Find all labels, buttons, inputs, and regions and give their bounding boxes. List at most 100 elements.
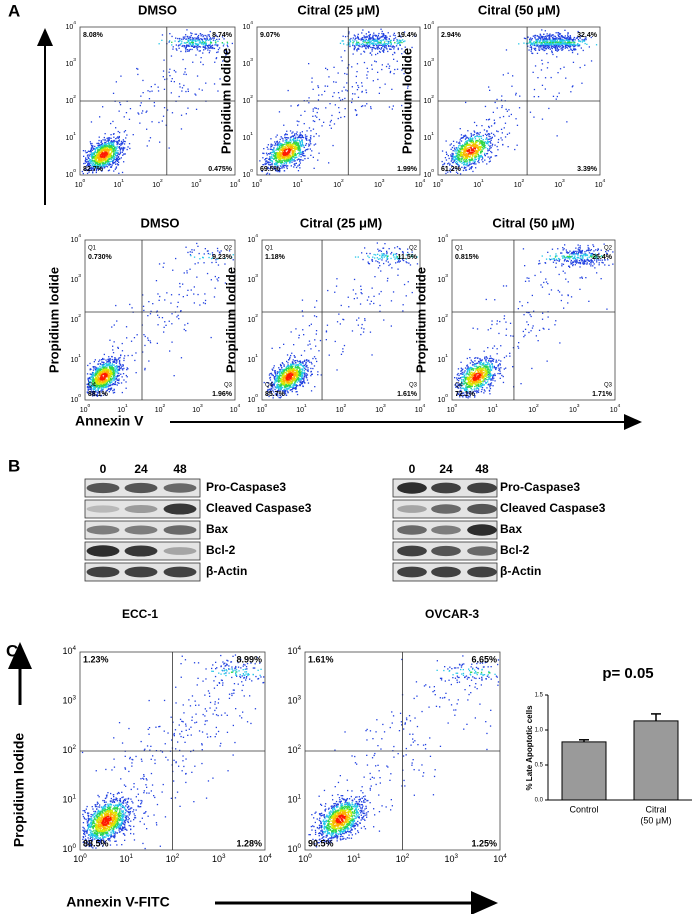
event-dot xyxy=(87,173,88,174)
event-dot xyxy=(113,362,114,363)
event-dot xyxy=(358,42,359,43)
event-dot xyxy=(110,166,111,167)
tick-base: 10 xyxy=(242,61,250,68)
event-dot xyxy=(488,139,489,140)
event-dot xyxy=(89,163,90,164)
event-dot xyxy=(401,42,402,43)
event-dot xyxy=(181,128,182,129)
event-dot xyxy=(489,146,490,147)
event-dot xyxy=(192,252,193,253)
event-dot xyxy=(465,167,466,168)
event-dot xyxy=(370,52,371,53)
event-dot xyxy=(306,139,307,140)
event-dot xyxy=(531,48,532,49)
event-dot xyxy=(484,129,485,130)
event-dot xyxy=(201,57,202,58)
event-dot xyxy=(294,133,295,134)
tick-label: 101 xyxy=(423,131,434,142)
event-dot xyxy=(150,137,151,138)
event-dot xyxy=(577,43,578,44)
event-dot xyxy=(221,250,222,251)
event-dot xyxy=(185,330,186,331)
event-dot xyxy=(87,154,88,155)
event-dot xyxy=(279,148,280,149)
event-dot xyxy=(530,112,531,113)
event-dot xyxy=(351,102,352,103)
event-dot xyxy=(300,159,301,160)
event-dot xyxy=(358,48,359,49)
event-dot xyxy=(358,34,359,35)
event-dot xyxy=(302,131,303,132)
event-dot xyxy=(547,62,548,63)
event-dot xyxy=(321,94,322,95)
event-dot xyxy=(108,385,109,386)
event-dot xyxy=(394,33,395,34)
event-dot xyxy=(199,253,200,254)
event-dot xyxy=(120,355,121,356)
event-dot xyxy=(262,157,263,158)
event-dot xyxy=(124,355,125,356)
event-dot xyxy=(506,49,507,50)
event-dot xyxy=(573,62,574,63)
event-dot xyxy=(270,138,271,139)
event-dot xyxy=(147,90,148,91)
event-dot xyxy=(487,148,488,149)
event-dot xyxy=(456,147,457,148)
event-dot xyxy=(457,162,458,163)
event-dot xyxy=(115,164,116,165)
event-dot xyxy=(529,39,530,40)
event-dot xyxy=(111,161,112,162)
event-dot xyxy=(169,147,170,148)
event-dot xyxy=(461,163,462,164)
event-dot xyxy=(537,40,538,41)
event-dot xyxy=(207,273,208,274)
event-dot xyxy=(453,141,454,142)
event-dot xyxy=(199,42,200,43)
event-dot xyxy=(97,161,98,162)
event-dot xyxy=(217,248,218,249)
event-dot xyxy=(152,303,153,304)
event-dot xyxy=(563,42,564,43)
event-dot xyxy=(547,36,548,37)
event-dot xyxy=(367,68,368,69)
event-dot xyxy=(178,315,179,316)
event-dot xyxy=(533,41,534,42)
event-dot xyxy=(291,165,292,166)
event-dot xyxy=(515,94,516,95)
event-dot xyxy=(114,151,115,152)
event-dot xyxy=(111,369,112,370)
event-dot xyxy=(190,49,191,50)
event-dot xyxy=(393,46,394,47)
event-dot xyxy=(202,90,203,91)
event-dot xyxy=(339,112,340,113)
event-dot xyxy=(147,337,148,338)
event-dot xyxy=(317,85,318,86)
event-dot xyxy=(104,354,105,355)
event-dot xyxy=(317,112,318,113)
event-dot xyxy=(386,47,387,48)
event-dot xyxy=(300,137,301,138)
event-dot xyxy=(375,36,376,37)
event-dot xyxy=(556,56,557,57)
event-dot xyxy=(83,156,84,157)
event-dot xyxy=(352,93,353,94)
event-dot xyxy=(112,359,113,360)
event-dot xyxy=(354,49,355,50)
tick-base: 10 xyxy=(433,182,441,189)
event-dot xyxy=(169,40,170,41)
event-dot xyxy=(493,134,494,135)
event-dot xyxy=(90,141,91,142)
event-dot xyxy=(476,135,477,136)
event-dot xyxy=(370,42,371,43)
event-dot xyxy=(557,42,558,43)
event-dot xyxy=(279,141,280,142)
event-dot xyxy=(318,135,319,136)
event-dot xyxy=(461,149,462,150)
quadrant-percent: 82.7% xyxy=(83,166,104,173)
event-dot xyxy=(116,168,117,169)
event-dot xyxy=(394,42,395,43)
event-dot xyxy=(89,389,90,390)
event-dot xyxy=(495,155,496,156)
event-dot xyxy=(312,116,313,117)
event-dot xyxy=(104,143,105,144)
